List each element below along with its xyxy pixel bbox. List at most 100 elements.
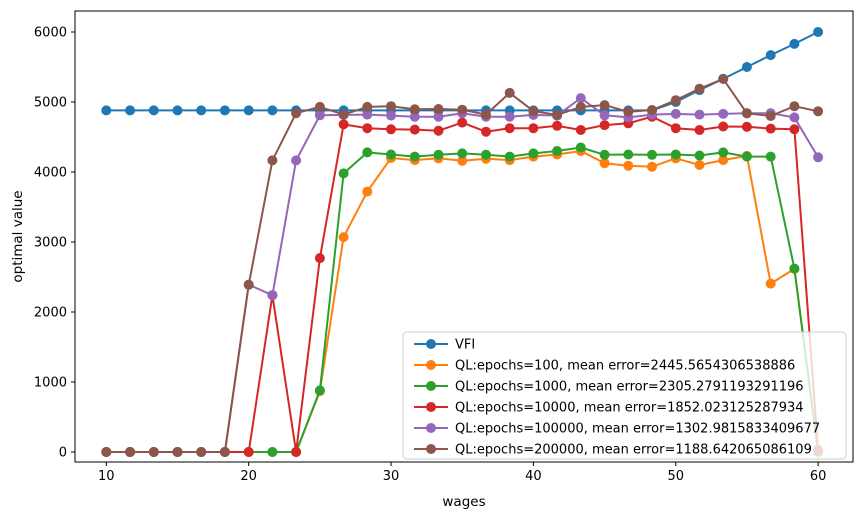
data-point-marker (670, 149, 681, 160)
data-point-marker (457, 104, 468, 115)
data-point-marker (172, 447, 183, 457)
data-point-marker (575, 125, 586, 135)
data-point-marker (765, 151, 776, 162)
plot-border (74, 10, 854, 463)
data-point-marker (433, 104, 444, 114)
data-point-marker (338, 109, 349, 120)
data-point-marker (813, 106, 824, 117)
data-point-marker (813, 152, 824, 163)
data-point-marker (409, 151, 420, 162)
data-point-marker (789, 38, 800, 49)
data-point-marker (741, 151, 752, 162)
data-point-marker (765, 50, 776, 61)
data-point-marker (599, 120, 610, 131)
data-point-marker (718, 121, 729, 132)
data-point-marker (362, 123, 373, 134)
data-point-marker (504, 151, 515, 162)
data-point-marker (267, 105, 278, 116)
data-point-marker (741, 108, 752, 119)
y-axis-tick-label: 6000 (34, 25, 67, 40)
data-point-marker (599, 110, 610, 121)
data-point-marker (504, 123, 515, 134)
data-point-marker (623, 149, 634, 160)
legend-label: QL:epochs=100, mean error=2445.565430653… (455, 359, 795, 374)
data-point-marker (504, 111, 515, 122)
legend-marker-icon (426, 444, 436, 454)
data-point-marker (789, 101, 800, 112)
data-point-marker (338, 168, 349, 179)
legend-marker-icon (426, 339, 436, 349)
data-point-marker (196, 105, 207, 116)
data-point-marker (433, 125, 444, 136)
data-point-marker (623, 106, 634, 117)
data-point-marker (694, 160, 705, 170)
data-point-marker (386, 149, 396, 160)
data-point-marker (741, 62, 752, 72)
data-point-marker (386, 101, 396, 112)
data-point-marker (670, 108, 681, 119)
legend-label: VFI (455, 338, 475, 353)
x-axis-tick-label: 50 (667, 469, 684, 484)
data-point-marker (409, 104, 420, 115)
data-point-marker (670, 123, 681, 134)
legend-marker-icon (426, 423, 436, 433)
legend-marker-icon (426, 381, 436, 391)
legend-entry: QL:epochs=100000, mean error=1302.981583… (414, 422, 820, 437)
data-point-marker (362, 186, 373, 197)
legend-entry: QL:epochs=10000, mean error=1852.0231252… (414, 401, 804, 416)
data-point-marker (148, 447, 159, 457)
data-point-marker (575, 142, 586, 153)
data-point-marker (314, 110, 325, 121)
legend-label: QL:epochs=1000, mean error=2305.27911932… (455, 380, 804, 395)
data-point-marker (765, 111, 776, 121)
data-point-marker (552, 146, 563, 156)
y-axis-tick-label: 1000 (34, 375, 67, 390)
data-point-marker (409, 111, 420, 122)
data-point-marker (267, 155, 278, 166)
data-point-marker (694, 109, 705, 120)
legend-entry: QL:epochs=1000, mean error=2305.27911932… (414, 380, 804, 395)
data-point-marker (599, 149, 610, 160)
data-point-marker (101, 105, 112, 116)
data-point-marker (718, 108, 729, 119)
legend-label: QL:epochs=100000, mean error=1302.981583… (455, 422, 820, 437)
data-point-marker (314, 253, 325, 264)
data-point-marker (362, 147, 373, 158)
data-point-marker (219, 105, 230, 116)
data-point-marker (148, 105, 159, 116)
data-point-marker (694, 150, 705, 161)
x-axis-tick-label: 30 (383, 469, 400, 484)
data-point-marker (694, 125, 705, 135)
data-point-marker (789, 112, 800, 123)
x-axis-tick-label: 20 (240, 469, 257, 484)
data-point-marker (765, 278, 776, 289)
legend-box (402, 331, 847, 460)
legend-entry: VFI (414, 338, 475, 353)
legend-entry: QL:epochs=100, mean error=2445.565430653… (414, 359, 795, 374)
legend: VFI QL:epochs=100, mean error=2445.565430… (402, 331, 847, 460)
data-point-marker (362, 109, 373, 120)
data-point-marker (457, 155, 468, 166)
data-point-marker (481, 126, 491, 137)
y-axis-tick-label: 2000 (34, 305, 67, 320)
data-point-marker (575, 101, 586, 112)
data-point-marker (101, 447, 112, 457)
data-point-marker (291, 155, 302, 166)
y-axis-tick-label: 0 (59, 445, 67, 460)
x-axis-tick-label: 40 (525, 469, 542, 484)
data-point-marker (789, 124, 800, 135)
data-point-marker (243, 279, 254, 290)
legend-label: QL:epochs=200000, mean error=1188.642065… (455, 443, 812, 458)
x-axis-tick-label: 60 (810, 469, 827, 484)
data-point-marker (243, 447, 254, 457)
data-point-marker (528, 148, 539, 159)
data-point-marker (647, 105, 657, 115)
data-point-marker (718, 147, 729, 158)
legend-marker-icon (426, 402, 436, 412)
data-point-marker (314, 101, 325, 112)
data-point-marker (338, 232, 349, 243)
data-point-marker (243, 105, 254, 116)
data-point-marker (219, 447, 230, 457)
